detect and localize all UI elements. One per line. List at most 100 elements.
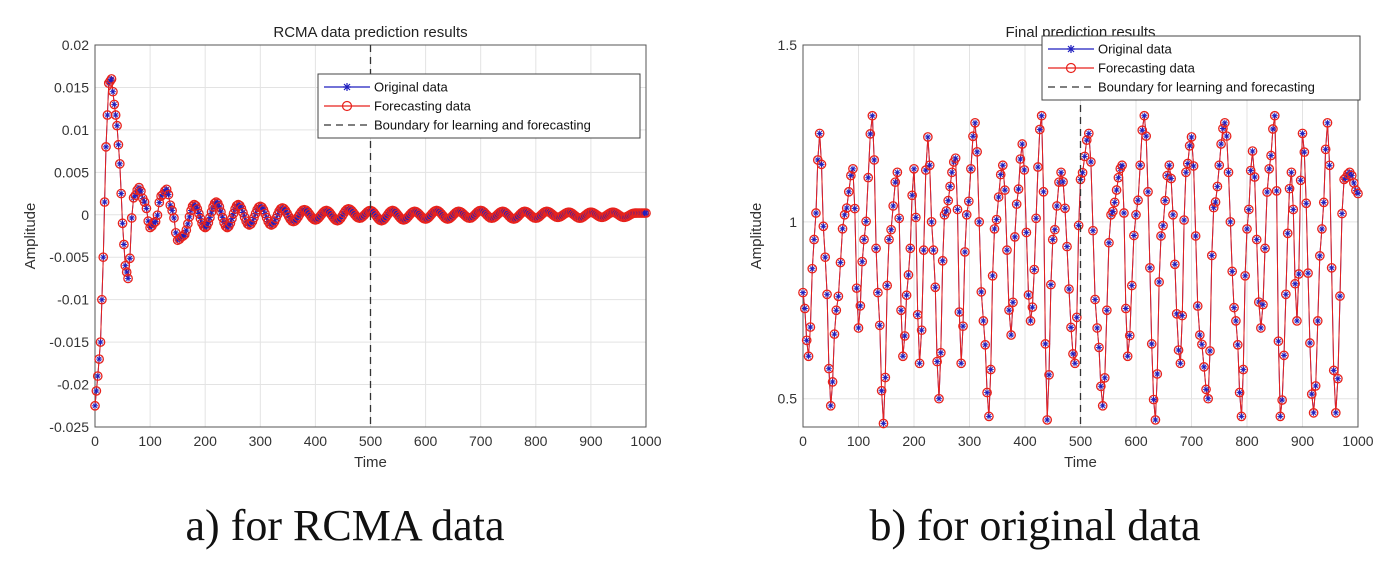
- original-point: [1122, 305, 1129, 312]
- forecast-point: [1135, 160, 1146, 171]
- forecast-point: [1317, 224, 1327, 234]
- original-point: [1236, 389, 1243, 396]
- forecast-point: [1119, 208, 1129, 218]
- forecast-point: [822, 289, 832, 300]
- x-tick-label: 1000: [630, 433, 661, 449]
- forecast-point: [214, 201, 225, 212]
- legend-label: Boundary for learning and forecasting: [1098, 80, 1315, 95]
- forecast-point: [968, 131, 978, 142]
- forecast-point: [930, 282, 941, 293]
- original-point: [909, 192, 916, 199]
- original-point: [1330, 367, 1337, 374]
- original-point: [812, 210, 819, 217]
- original-point: [195, 210, 202, 217]
- forecast-point: [1324, 160, 1335, 171]
- forecast-point: [1088, 225, 1098, 236]
- original-point: [1013, 201, 1020, 208]
- forecast-point: [884, 234, 894, 245]
- forecast-point: [899, 331, 910, 341]
- original-point: [876, 322, 883, 329]
- original-point: [205, 219, 212, 226]
- forecast-point: [846, 170, 856, 181]
- forecast-point: [1113, 172, 1124, 183]
- forecast-point: [923, 132, 933, 142]
- forecast-point: [1044, 369, 1054, 380]
- forecast-point: [1301, 198, 1312, 209]
- original-point: [332, 217, 339, 224]
- x-tick-label: 600: [1124, 433, 1148, 449]
- y-tick-label: 0.005: [54, 164, 89, 180]
- original-point: [1146, 264, 1153, 271]
- original-point: [1156, 278, 1163, 285]
- original-point: [105, 80, 112, 87]
- original-point: [1284, 230, 1291, 237]
- forecast-point: [1117, 160, 1127, 171]
- original-point: [167, 202, 174, 209]
- forecast-point: [984, 411, 994, 422]
- original-point: [805, 353, 812, 360]
- forecast-point: [92, 371, 103, 381]
- original-point: [886, 236, 893, 243]
- forecast-point: [1164, 160, 1175, 171]
- forecast-point: [125, 253, 135, 264]
- original-point: [1119, 162, 1126, 169]
- forecast-point: [1104, 237, 1114, 248]
- forecast-point: [1306, 389, 1317, 399]
- forecast-point: [855, 301, 866, 311]
- original-point: [1251, 174, 1258, 181]
- forecast-point: [1068, 349, 1078, 359]
- x-tick-label: 400: [1013, 433, 1037, 449]
- forecast-point: [1303, 268, 1313, 278]
- forecast-point: [814, 128, 825, 139]
- forecast-point: [227, 213, 237, 224]
- forecast-point: [843, 186, 854, 197]
- original-point: [96, 356, 103, 363]
- forecast-point: [1109, 197, 1120, 208]
- forecast-point: [1188, 161, 1199, 171]
- original-point: [148, 223, 155, 230]
- forecast-point: [1247, 146, 1258, 156]
- original-point: [849, 165, 856, 172]
- x-tick-label: 200: [902, 433, 926, 449]
- original-point: [266, 221, 273, 228]
- forecast-point: [1036, 110, 1047, 121]
- original-point: [1008, 332, 1015, 339]
- forecast-point: [1033, 162, 1043, 172]
- original-point: [94, 373, 101, 380]
- original-point: [1308, 391, 1315, 398]
- forecast-point: [95, 337, 106, 347]
- forecast-point: [894, 213, 905, 224]
- forecast-point: [169, 213, 179, 223]
- forecast-point: [1330, 408, 1341, 418]
- original-point: [165, 191, 172, 198]
- original-point: [1164, 172, 1171, 179]
- forecast-point: [1086, 157, 1096, 167]
- forecast-point: [1160, 195, 1170, 206]
- forecast-point: [1073, 220, 1084, 231]
- original-point: [387, 208, 394, 215]
- original-point: [556, 214, 563, 221]
- original-point: [1001, 187, 1008, 194]
- original-point: [845, 188, 852, 195]
- original-point: [1303, 200, 1310, 207]
- legend-label: Forecasting data: [374, 99, 472, 114]
- original-point: [1194, 303, 1201, 310]
- forecast-point: [960, 247, 970, 257]
- original-point: [987, 366, 994, 373]
- forecast-point: [827, 377, 838, 387]
- original-point: [851, 205, 858, 212]
- original-point: [109, 88, 116, 95]
- forecast-point: [914, 358, 925, 369]
- original-point: [1247, 167, 1254, 174]
- forecast-point: [1262, 187, 1272, 197]
- original-point: [1177, 360, 1184, 367]
- forecast-point: [934, 393, 944, 404]
- original-point: [1292, 280, 1299, 287]
- original-point: [1328, 264, 1335, 271]
- original-point: [306, 210, 313, 217]
- forecast-point: [301, 205, 311, 216]
- original-point: [993, 216, 1000, 223]
- original-point: [1099, 402, 1106, 409]
- original-point: [1154, 370, 1161, 377]
- forecast-point: [859, 234, 869, 245]
